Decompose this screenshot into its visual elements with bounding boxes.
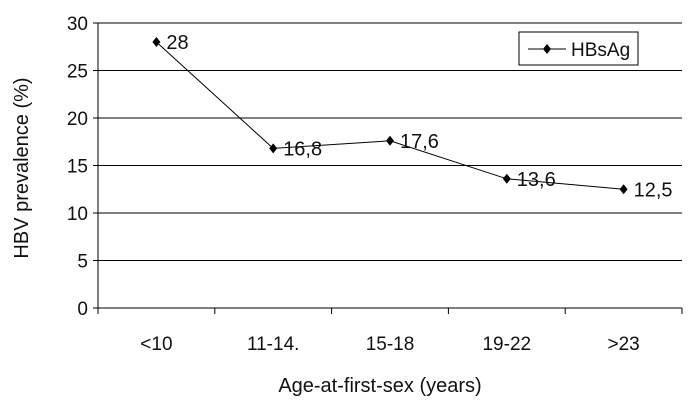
y-tick-label: 10 [67, 204, 88, 225]
data-point-marker [152, 37, 161, 47]
data-label: 13,6 [517, 169, 556, 191]
data-point-marker [386, 135, 394, 146]
x-tick-label: >23 [607, 334, 639, 355]
x-tick-label: 15-18 [366, 334, 415, 355]
data-point-marker [269, 143, 278, 154]
data-label: 17,6 [400, 131, 439, 153]
x-tick-label: <10 [140, 334, 172, 355]
y-axis-label: HBV prevalence (%) [11, 77, 33, 258]
data-label: 12,5 [634, 179, 673, 201]
x-tick-label: 11-14. [247, 334, 299, 355]
data-labels: 28 16,8 17,6 13,6 12,5 [166, 32, 672, 201]
data-label: 16,8 [283, 138, 322, 160]
y-tick-label: 5 [77, 252, 88, 273]
legend-label-hbsag: HBsAg [571, 40, 630, 61]
series-hbsag [152, 37, 628, 195]
data-label: 28 [166, 32, 188, 54]
y-axis-ticks: 0 5 10 15 20 25 30 [67, 14, 98, 320]
gridlines [98, 22, 682, 261]
data-point-marker [619, 184, 628, 195]
x-axis-ticks: <10 11-14. 15-18 19-22 >23 [97, 308, 683, 355]
x-axis-label: Age-at-first-sex (years) [278, 375, 481, 397]
legend-marker-diamond [543, 44, 551, 54]
x-tick-label: 19-22 [482, 334, 531, 355]
y-tick-label: 30 [67, 14, 88, 35]
y-tick-label: 25 [67, 62, 88, 83]
legend: HBsAg [518, 31, 639, 66]
y-tick-label: 0 [77, 299, 88, 320]
y-tick-label: 15 [67, 157, 88, 178]
y-tick-label: 20 [67, 109, 88, 130]
data-point-marker [502, 173, 511, 184]
